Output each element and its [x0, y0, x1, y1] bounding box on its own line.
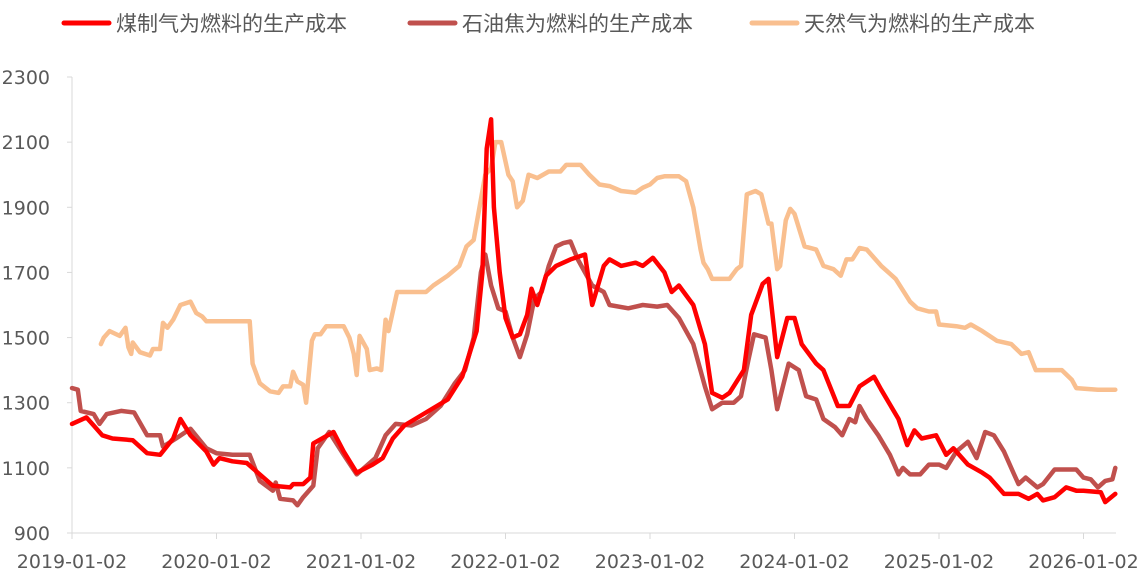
x-tick-label: 2025-01-02 — [884, 551, 994, 573]
series-line-1 — [69, 239, 1118, 508]
axes: 900 1100 1300 1500 1700 1900 2100 2300 2019-01-0… — [2, 67, 1139, 573]
x-tick-label: 2023-01-02 — [595, 551, 705, 573]
x-tick-label: 2021-01-02 — [306, 551, 416, 573]
legend-label-2: 天然气为燃料的生产成本 — [804, 12, 1035, 36]
x-tick-label: 2022-01-02 — [450, 551, 560, 573]
y-tick-label: 1100 — [2, 458, 50, 480]
y-tick-label: 1700 — [2, 262, 50, 284]
series-line-2 — [98, 139, 1118, 405]
x-tick-label: 2020-01-02 — [161, 551, 271, 573]
legend: 煤制气为燃料的生产成本 石油焦为燃料的生产成本 天然气为燃料的生产成本 — [61, 12, 1035, 36]
series-lines — [69, 117, 1118, 508]
x-tick-label: 2024-01-02 — [739, 551, 849, 573]
series-line-0 — [69, 117, 1118, 505]
x-tick-label: 2026-01-02 — [1028, 551, 1138, 573]
legend-label-1: 石油焦为燃料的生产成本 — [462, 12, 693, 36]
y-tick-label: 900 — [14, 523, 50, 545]
x-tick-label: 2019-01-02 — [17, 551, 127, 573]
y-tick-label: 1500 — [2, 328, 50, 350]
y-tick-label: 1900 — [2, 197, 50, 219]
y-tick-label: 1300 — [2, 393, 50, 415]
y-tick-label: 2100 — [2, 132, 50, 154]
y-tick-label: 2300 — [2, 67, 50, 89]
legend-label-0: 煤制气为燃料的生产成本 — [116, 12, 347, 36]
